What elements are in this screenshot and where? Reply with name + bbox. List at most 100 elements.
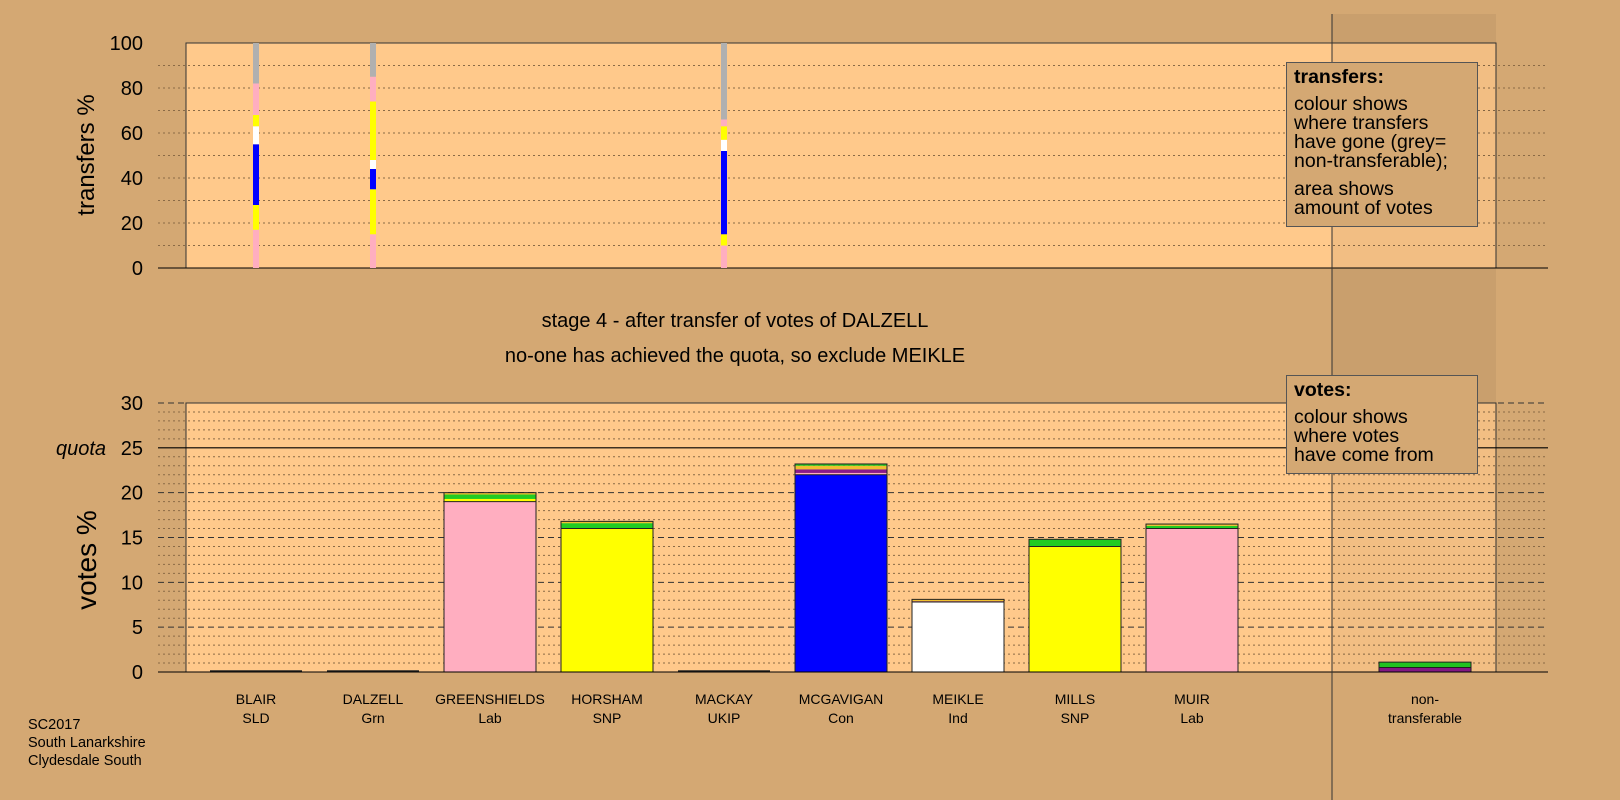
transfers-y-tick-label: 40 — [121, 168, 143, 190]
quota-label: quota — [56, 438, 106, 460]
transfer-segment — [721, 126, 727, 140]
transfer-segment — [370, 76, 376, 102]
transfer-strip-mackay — [721, 43, 727, 268]
transfers-legend-line: colour shows — [1294, 93, 1408, 115]
transfer-segment — [370, 160, 376, 169]
vote-bar-segment — [1029, 546, 1121, 672]
candidate-party-label: SNP — [593, 710, 622, 726]
candidate-party-label: Lab — [1180, 710, 1204, 726]
vote-bar-greenshields — [443, 492, 537, 673]
candidate-name-label: HORSHAM — [571, 691, 643, 707]
vote-bar-segment — [561, 523, 653, 529]
votes-y-axis-label: votes % — [71, 510, 102, 610]
vote-bar-segment — [561, 528, 653, 672]
transfers-y-tick-label: 0 — [132, 258, 143, 280]
candidate-party-label: SNP — [1061, 710, 1090, 726]
vote-bar-segment — [444, 501, 536, 672]
transfer-segment — [370, 43, 376, 77]
votes-y-tick-label: 25 — [121, 438, 143, 460]
transfer-segment — [253, 144, 259, 205]
footer-info: SC2017 South Lanarkshire Clydesdale Sout… — [28, 716, 146, 770]
vote-bar-mills — [1028, 538, 1122, 673]
vote-bar-segment — [912, 602, 1004, 672]
vote-bar-segment — [1029, 539, 1121, 547]
candidate-name-label: MEIKLE — [932, 691, 983, 707]
vote-bar-segment — [444, 492, 536, 495]
votes-legend-line: colour shows — [1294, 406, 1408, 428]
vote-bar-segment — [1379, 662, 1471, 668]
votes-y-tick-label: 30 — [121, 393, 143, 415]
vote-bar-segment — [795, 474, 887, 672]
transfers-legend-line: have gone (grey= — [1294, 131, 1447, 153]
transfers-legend-title: transfers: — [1294, 66, 1384, 88]
transfer-segment — [253, 83, 259, 115]
vote-bar-mcgavigan — [794, 463, 888, 673]
vote-bar-segment — [1146, 525, 1238, 529]
transfer-segment — [721, 139, 727, 151]
vote-bar-segment — [795, 472, 887, 475]
transfer-segment — [721, 245, 727, 268]
transfers-chart: 0 20 40 60 80 100 transfers % — [73, 33, 1548, 280]
transfer-segment — [721, 234, 727, 246]
vote-bar-horsham — [560, 520, 654, 673]
transfer-segment — [253, 229, 259, 268]
transfer-segment — [721, 151, 727, 235]
transfer-segment — [370, 101, 376, 160]
votes-y-tick-label: 20 — [121, 483, 143, 505]
vote-bar-segment — [444, 498, 536, 502]
votes-y-tick-label: 0 — [132, 662, 143, 684]
transfers-legend-line: non-transferable); — [1294, 150, 1448, 172]
transfers-legend-line: area shows — [1294, 178, 1394, 200]
footer-election: SC2017 — [28, 717, 81, 733]
candidate-name-label: GREENSHIELDS — [435, 691, 545, 707]
transfers-legend-line: where transfers — [1294, 112, 1429, 134]
vote-bar-segment — [1146, 524, 1238, 526]
stage-note: no-one has achieved the quota, so exclud… — [505, 345, 965, 367]
votes-legend-title: votes: — [1294, 379, 1352, 401]
footer-council: South Lanarkshire — [28, 735, 146, 751]
transfer-strip-blair — [253, 43, 259, 268]
votes-chart: 0 5 10 15 20 25 30 quota votes % BLAIR SLD DALZELL G… — [56, 393, 1548, 726]
candidate-name-label: BLAIR — [236, 691, 276, 707]
votes-y-tick-label: 15 — [121, 528, 143, 550]
transfers-y-axis-label: transfers % — [73, 94, 100, 215]
vote-bar-segment — [1146, 528, 1238, 672]
candidate-party-label: Lab — [478, 710, 502, 726]
candidate-party-label: SLD — [242, 710, 269, 726]
candidate-name-label: MACKAY — [695, 691, 754, 707]
votes-y-tick-label: 5 — [132, 617, 143, 639]
footer-ward: Clydesdale South — [28, 753, 142, 769]
transfer-segment — [721, 43, 727, 120]
vote-bar-segment — [912, 599, 1004, 602]
vote-bar-segment — [795, 469, 887, 473]
transfer-segment — [253, 115, 259, 127]
transfer-segment — [370, 234, 376, 268]
votes-legend: votes: colour shows where votes have com… — [1286, 375, 1478, 474]
transfers-legend: transfers: colour shows where transfers … — [1286, 62, 1478, 227]
stage-title: stage 4 - after transfer of votes of DAL… — [542, 310, 929, 332]
candidate-party-label: Grn — [361, 710, 384, 726]
candidate-party-label: transferable — [1388, 710, 1462, 726]
transfer-segment — [253, 205, 259, 230]
candidate-name-label: MILLS — [1055, 691, 1095, 707]
transfers-legend-line: amount of votes — [1294, 197, 1433, 219]
candidate-name-label: DALZELL — [343, 691, 404, 707]
candidate-party-label: UKIP — [708, 710, 741, 726]
vote-bar-muir — [1145, 523, 1239, 673]
votes-y-tick-label: 10 — [121, 572, 143, 594]
candidate-name-label: MUIR — [1174, 691, 1210, 707]
transfers-y-tick-label: 60 — [121, 123, 143, 145]
candidate-name-label: non- — [1411, 691, 1439, 707]
vote-bar-segment — [795, 463, 887, 466]
candidate-party-label: Ind — [948, 710, 967, 726]
transfer-segment — [721, 119, 727, 127]
votes-legend-line: have come from — [1294, 444, 1434, 466]
vote-bar-segment — [444, 494, 536, 499]
vote-bar-segment — [561, 521, 653, 524]
transfer-segment — [370, 189, 376, 235]
transfers-y-tick-label: 80 — [121, 78, 143, 100]
vote-bar-meikle — [911, 598, 1005, 673]
vote-bar-segment — [795, 465, 887, 470]
candidate-name-label: MCGAVIGAN — [799, 691, 884, 707]
